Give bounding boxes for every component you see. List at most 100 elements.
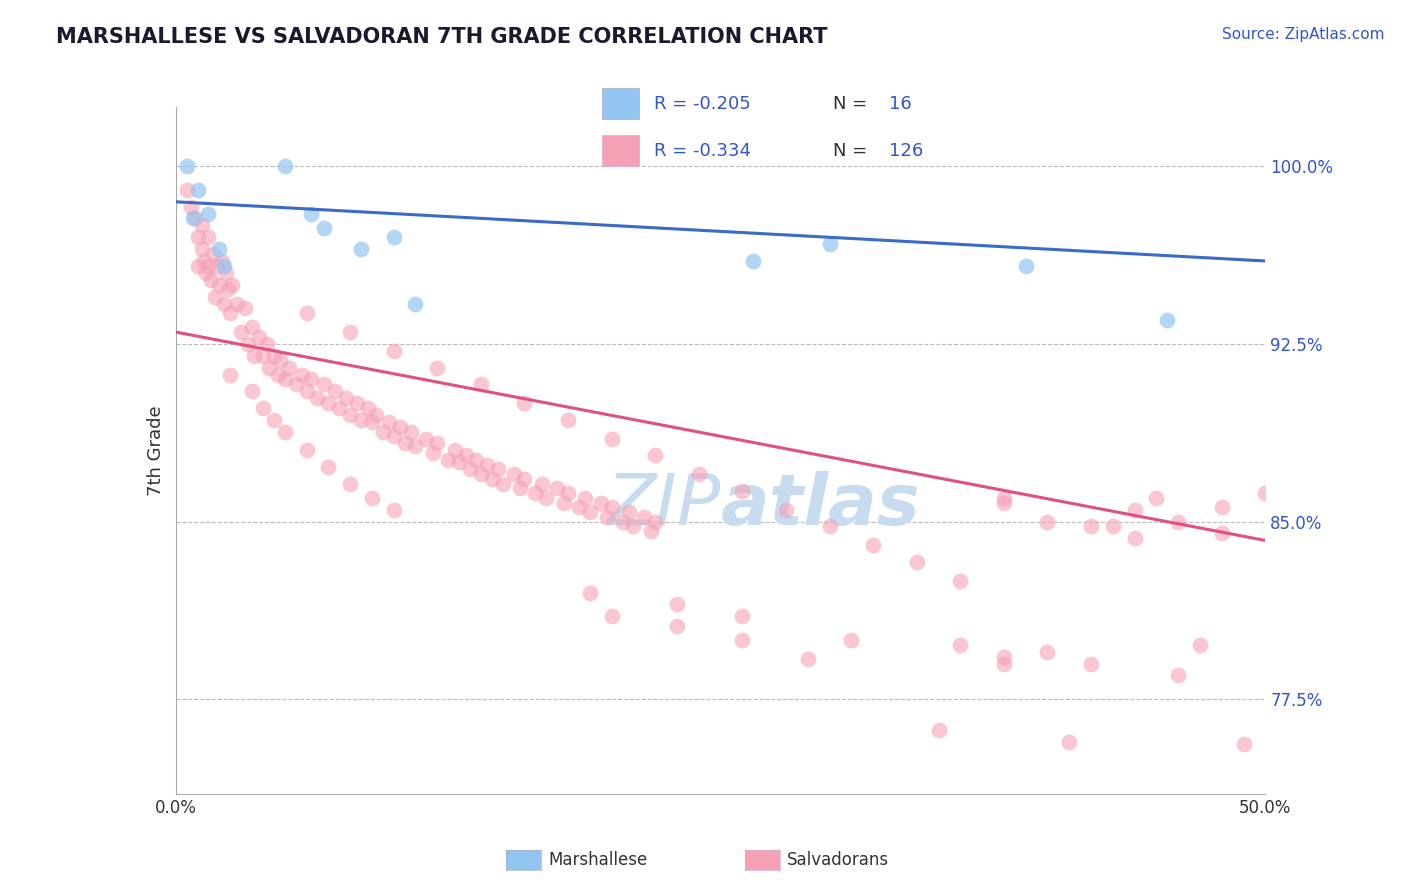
Point [458, 462, 481, 476]
Point [346, 396, 368, 410]
Point [731, 609, 754, 624]
Point [426, 436, 449, 450]
Point [841, 632, 863, 647]
Point [1123, 531, 1146, 545]
Point [596, 509, 619, 524]
Point [366, 408, 388, 422]
Point [339, 408, 361, 422]
Point [195, 266, 218, 280]
Point [465, 453, 488, 467]
Point [546, 481, 568, 495]
Point [530, 476, 553, 491]
Point [269, 353, 291, 368]
Point [221, 277, 243, 292]
Point [447, 455, 470, 469]
Text: ZIP: ZIP [606, 471, 721, 540]
Point [208, 242, 231, 256]
Point [212, 296, 235, 310]
Point [219, 306, 242, 320]
Text: N =: N = [834, 95, 873, 112]
Point [949, 574, 972, 588]
Point [818, 237, 841, 252]
Text: atlas: atlas [721, 471, 921, 540]
Point [443, 443, 465, 458]
Point [633, 509, 655, 524]
Point [350, 412, 373, 426]
Point [600, 432, 623, 446]
Point [284, 377, 307, 392]
Point [422, 446, 444, 460]
Point [1080, 519, 1102, 533]
Point [731, 632, 754, 647]
Point [295, 306, 318, 320]
Point [1156, 313, 1178, 327]
Point [197, 230, 219, 244]
Point [553, 495, 575, 509]
Text: R = -0.205: R = -0.205 [654, 95, 751, 112]
Point [557, 486, 579, 500]
Point [818, 519, 841, 533]
Point [426, 360, 449, 375]
Point [454, 448, 477, 462]
Point [299, 206, 322, 220]
Point [1057, 735, 1080, 749]
Point [217, 282, 239, 296]
Point [208, 277, 231, 292]
Point [205, 259, 228, 273]
Point [644, 448, 666, 462]
Point [318, 460, 340, 475]
Point [905, 555, 928, 569]
Point [193, 254, 215, 268]
Point [1211, 526, 1233, 541]
Point [399, 425, 422, 439]
Point [394, 436, 416, 450]
Point [382, 230, 405, 244]
Point [240, 384, 263, 399]
Text: 126: 126 [889, 142, 924, 160]
Point [267, 368, 290, 382]
Point [184, 211, 207, 226]
Point [176, 183, 198, 197]
Point [211, 254, 233, 268]
Point [666, 618, 689, 632]
Point [186, 259, 209, 273]
Point [640, 524, 662, 538]
Point [360, 415, 382, 429]
Point [378, 415, 401, 429]
Point [600, 500, 623, 515]
Text: N =: N = [834, 142, 873, 160]
Point [513, 472, 536, 486]
Point [328, 401, 350, 415]
Point [295, 384, 318, 399]
Point [993, 649, 1015, 664]
Point [928, 723, 950, 737]
Point [335, 392, 357, 406]
Point [617, 505, 640, 519]
Point [235, 301, 257, 316]
Point [1254, 486, 1277, 500]
Point [524, 486, 547, 500]
Point [180, 200, 202, 214]
Bar [602, 136, 640, 166]
Point [236, 337, 259, 351]
Text: Salvadorans: Salvadorans [787, 851, 890, 869]
Point [644, 515, 666, 529]
Point [291, 368, 314, 382]
Point [666, 598, 689, 612]
Point [1036, 645, 1059, 659]
Point [197, 206, 219, 220]
Point [600, 609, 623, 624]
Point [1189, 638, 1212, 652]
Point [405, 296, 427, 310]
Point [589, 495, 612, 509]
Point [371, 425, 394, 439]
Point [382, 502, 405, 516]
Point [197, 259, 219, 273]
Point [688, 467, 710, 482]
Point [621, 519, 644, 533]
Point [323, 384, 346, 399]
Point [612, 515, 634, 529]
Point [509, 481, 531, 495]
Point [775, 502, 797, 516]
Bar [602, 88, 640, 119]
